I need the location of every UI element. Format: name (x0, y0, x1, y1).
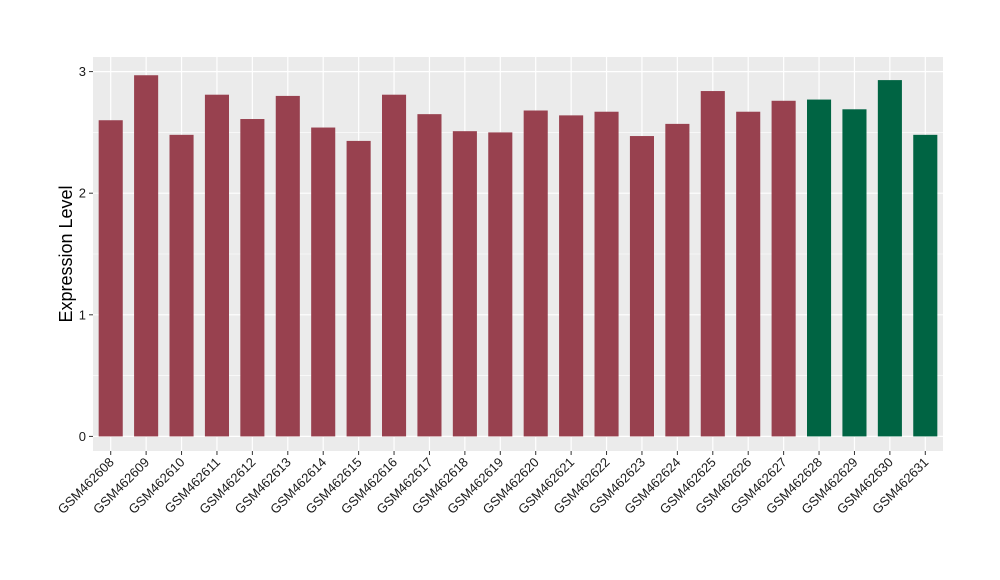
bar-GSM462609 (134, 75, 159, 437)
bar-GSM462621 (559, 115, 584, 437)
bar-GSM462629 (842, 109, 867, 437)
bar-GSM462623 (629, 136, 654, 437)
bar-GSM462622 (594, 111, 619, 437)
bar-GSM462612 (240, 119, 265, 437)
bar-GSM462608 (98, 120, 123, 437)
bars (98, 75, 938, 437)
y-axis-title: Expression Level (56, 185, 76, 322)
bar-GSM462610 (169, 134, 194, 437)
bar-GSM462616 (382, 94, 407, 437)
bar-GSM462613 (275, 95, 300, 437)
bar-GSM462617 (417, 114, 442, 437)
bar-GSM462611 (204, 94, 229, 437)
y-tick-label: 3 (79, 64, 86, 79)
bar-GSM462627 (771, 100, 796, 437)
bar-GSM462619 (488, 132, 513, 437)
bar-GSM462628 (807, 99, 832, 437)
bar-GSM462615 (346, 140, 371, 437)
bar-GSM462620 (523, 110, 548, 437)
bar-GSM462625 (700, 91, 725, 437)
y-tick-label: 1 (79, 307, 86, 322)
x-axis: GSM462608GSM462609GSM462610GSM462611GSM4… (55, 451, 931, 517)
bar-GSM462614 (311, 127, 336, 437)
y-tick-label: 2 (79, 186, 86, 201)
bar-GSM462631 (913, 134, 938, 437)
bar-GSM462618 (452, 131, 477, 437)
bar-GSM462626 (736, 111, 761, 437)
bar-GSM462624 (665, 123, 690, 437)
y-axis: 0 1 2 3 (79, 64, 93, 444)
bar-GSM462630 (877, 80, 902, 437)
y-tick-label: 0 (79, 429, 86, 444)
